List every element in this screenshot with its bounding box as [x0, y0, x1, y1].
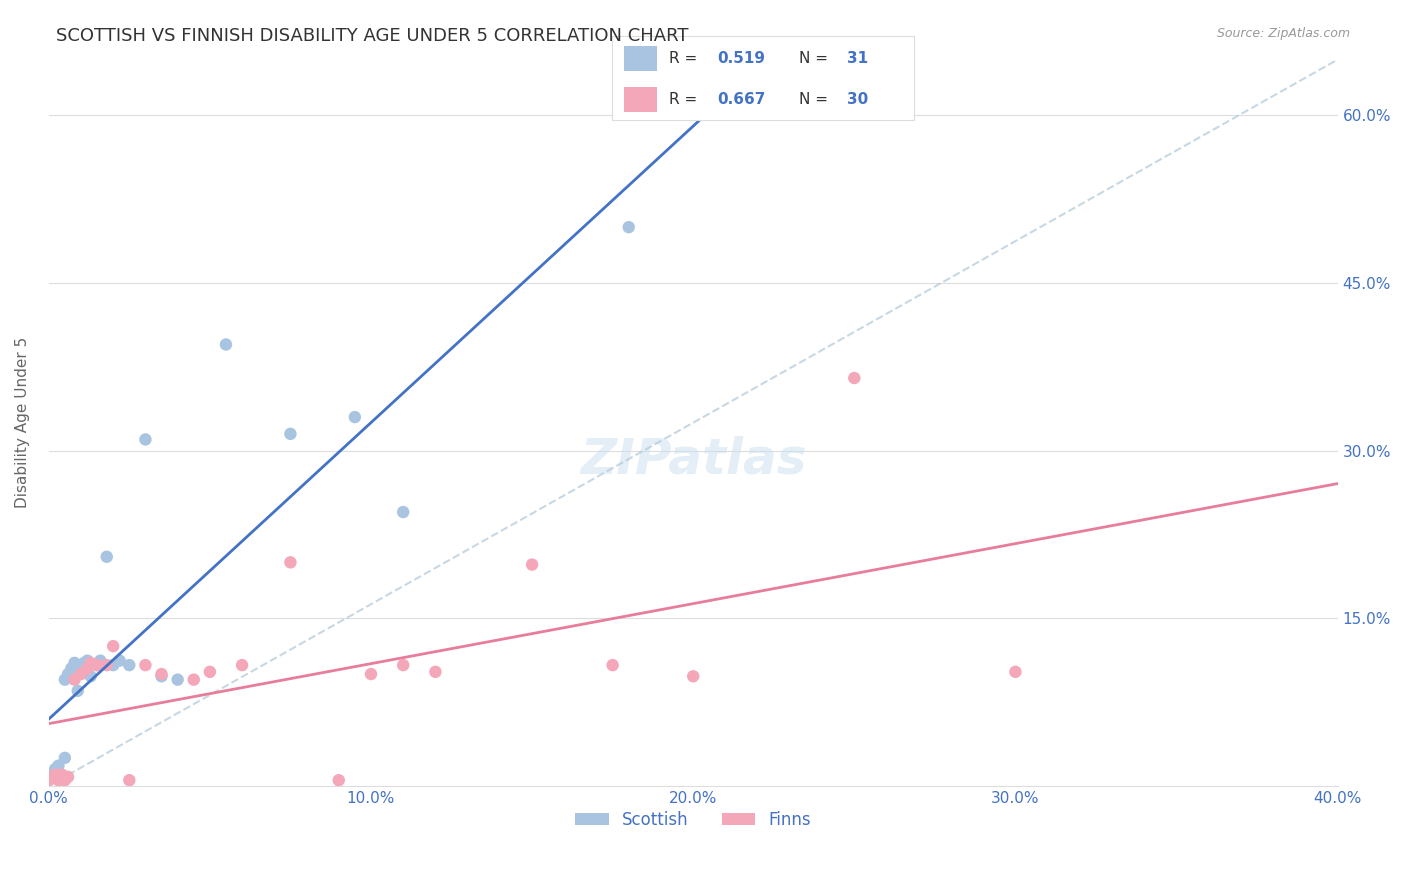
- Point: [48, 773, 70, 788]
- Text: 0.519: 0.519: [717, 51, 765, 66]
- Text: 0.667: 0.667: [717, 92, 766, 107]
- Text: R =: R =: [669, 92, 702, 107]
- Point: [215, 337, 238, 351]
- Point: [392, 658, 415, 673]
- Point: [1004, 665, 1026, 679]
- Point: [280, 555, 302, 569]
- Point: [60, 661, 83, 675]
- Point: [70, 667, 93, 681]
- Point: [38, 770, 60, 784]
- Point: [89, 654, 111, 668]
- Point: [118, 658, 141, 673]
- FancyBboxPatch shape: [624, 45, 657, 71]
- Text: N =: N =: [799, 92, 832, 107]
- Point: [56, 667, 79, 681]
- Point: [682, 669, 704, 683]
- Point: [617, 220, 640, 235]
- Point: [53, 773, 76, 788]
- Point: [44, 765, 66, 780]
- Point: [343, 410, 366, 425]
- Point: [86, 658, 108, 673]
- Point: [103, 658, 125, 673]
- Point: [63, 673, 86, 687]
- Point: [103, 639, 125, 653]
- Point: [231, 658, 253, 673]
- Point: [79, 669, 101, 683]
- Point: [63, 656, 86, 670]
- Text: 31: 31: [848, 51, 869, 66]
- Point: [134, 658, 156, 673]
- Point: [38, 773, 60, 788]
- Point: [183, 673, 205, 687]
- Text: SCOTTISH VS FINNISH DISABILITY AGE UNDER 5 CORRELATION CHART: SCOTTISH VS FINNISH DISABILITY AGE UNDER…: [56, 27, 689, 45]
- FancyBboxPatch shape: [624, 87, 657, 112]
- Point: [51, 767, 73, 781]
- Text: ZIPatlas: ZIPatlas: [579, 435, 807, 483]
- Text: N =: N =: [799, 51, 832, 66]
- Point: [86, 658, 108, 673]
- Point: [134, 433, 156, 447]
- Point: [51, 767, 73, 781]
- Point: [198, 665, 221, 679]
- Point: [48, 758, 70, 772]
- Text: R =: R =: [669, 51, 702, 66]
- Point: [41, 770, 63, 784]
- Point: [44, 762, 66, 776]
- Point: [96, 549, 118, 564]
- Point: [41, 767, 63, 781]
- Text: 30: 30: [848, 92, 869, 107]
- Point: [360, 667, 382, 681]
- Point: [56, 770, 79, 784]
- Point: [520, 558, 543, 572]
- Point: [76, 654, 98, 668]
- Point: [53, 751, 76, 765]
- Y-axis label: Disability Age Under 5: Disability Age Under 5: [15, 337, 30, 508]
- Point: [150, 669, 173, 683]
- Point: [66, 683, 89, 698]
- Point: [79, 656, 101, 670]
- Point: [844, 371, 866, 385]
- Point: [96, 658, 118, 673]
- Legend: Scottish, Finns: Scottish, Finns: [568, 805, 818, 836]
- Point: [48, 765, 70, 780]
- Point: [425, 665, 447, 679]
- Point: [73, 656, 96, 670]
- Point: [602, 658, 624, 673]
- Point: [166, 673, 188, 687]
- Point: [70, 661, 93, 675]
- Point: [280, 426, 302, 441]
- Point: [150, 667, 173, 681]
- Point: [44, 767, 66, 781]
- Point: [108, 654, 131, 668]
- Text: Source: ZipAtlas.com: Source: ZipAtlas.com: [1216, 27, 1350, 40]
- Point: [76, 661, 98, 675]
- Point: [392, 505, 415, 519]
- Point: [53, 673, 76, 687]
- Point: [328, 773, 350, 788]
- Point: [118, 773, 141, 788]
